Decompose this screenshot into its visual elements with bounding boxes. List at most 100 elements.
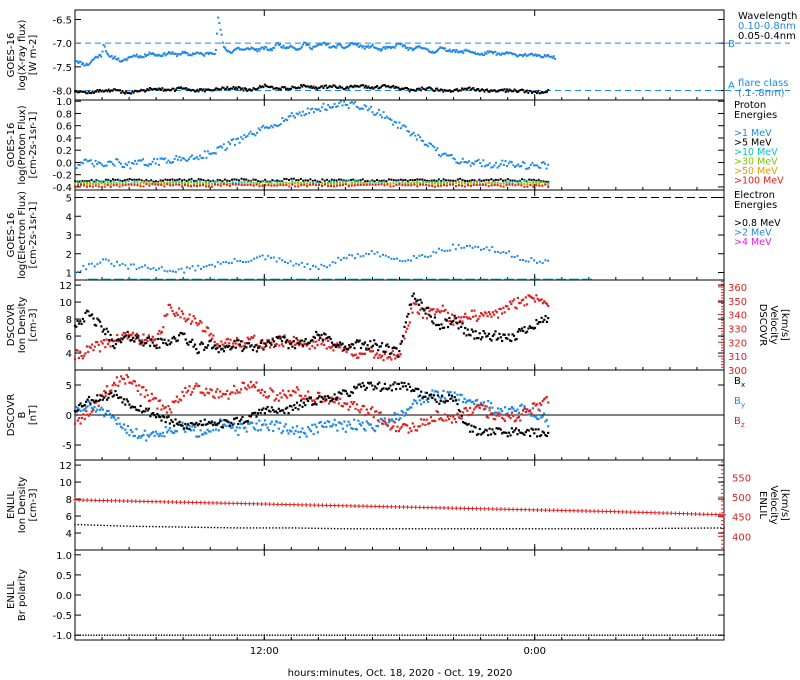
b-z-point [455, 420, 458, 424]
dscovr-velocity-point [391, 349, 394, 352]
xray-short-point [216, 87, 219, 90]
b-y-point [330, 425, 333, 428]
b-x-point [213, 421, 216, 424]
dscovr-velocity-point [512, 298, 516, 301]
xray-long-point [186, 51, 189, 54]
enlil-polarity-point [688, 634, 690, 636]
b-z-point [247, 384, 250, 387]
xray-short-point [401, 87, 404, 90]
proton-5-point [434, 185, 437, 188]
enlil-density-point [460, 528, 462, 530]
dscovr-velocity-point [452, 323, 455, 326]
proton-1-point [447, 179, 450, 182]
b-z-point [311, 399, 314, 402]
xray-short-point [326, 87, 329, 89]
dscovr-velocity-point [427, 313, 430, 316]
b-x-point [516, 433, 519, 436]
proton-1-point [140, 179, 143, 182]
electron-2mev-point [356, 253, 359, 256]
proton-0-point [411, 133, 414, 136]
xray-long-point [289, 44, 292, 47]
xray-long-point [84, 64, 87, 67]
dscovr-density-point [523, 326, 526, 329]
xray-long-point [279, 42, 282, 45]
xray-short-point [533, 90, 536, 93]
b-x-point [482, 430, 486, 434]
dscovr-velocity-point [88, 345, 91, 348]
dscovr-velocity-point [486, 315, 489, 318]
b-z-point [424, 423, 427, 426]
xray-short-point [302, 83, 305, 86]
xray-long-point [345, 45, 348, 48]
dscovr-density-point [204, 346, 207, 349]
dscovr-density-point [124, 335, 127, 338]
xray-long-point [126, 57, 129, 60]
proton-1-point [366, 179, 369, 182]
xray-long-point [285, 46, 288, 49]
xray-long-point [375, 47, 378, 50]
electron-2mev-point [247, 260, 250, 263]
enlil-density-point [674, 527, 677, 530]
b-x-point [304, 404, 307, 407]
xray-short-point [316, 88, 319, 91]
b-z-point [301, 397, 304, 400]
proton-0-point [317, 108, 320, 111]
b-y-point [371, 426, 374, 429]
enlil-polarity-point [377, 634, 379, 636]
b-z-point [522, 409, 525, 412]
dscovr-velocity-point [295, 342, 298, 345]
xray-short-point [267, 86, 270, 88]
proton-0-point [202, 156, 205, 159]
xray-short-point [193, 90, 196, 93]
b-x-point [145, 407, 148, 410]
enlil-density-point [103, 524, 105, 527]
b-z-point [293, 390, 296, 393]
b-x-point [259, 411, 262, 414]
dscovr-velocity-point [504, 304, 508, 308]
proton-3-point [199, 182, 201, 185]
b-x-point [235, 416, 238, 419]
xray-short-point [383, 84, 386, 86]
proton-4-point [91, 183, 94, 185]
xray-long-point [266, 48, 269, 51]
proton-1-point [423, 179, 426, 182]
b-x-point [339, 391, 342, 394]
proton-4-point [437, 183, 440, 186]
b-x-point [205, 423, 208, 426]
dscovr-velocity-point [106, 342, 110, 346]
enlil-density-point [194, 526, 196, 528]
enlil-density-point [93, 524, 96, 526]
b-y-point [348, 423, 352, 426]
xray-long-point [151, 52, 154, 55]
proton-5-point [535, 184, 538, 187]
b-y-point [400, 409, 403, 413]
proton-0-point [309, 108, 312, 111]
dscovr-density-point [171, 337, 174, 340]
xray-short-point [272, 87, 275, 90]
xray-short-point [446, 89, 449, 92]
xray-short-point [310, 85, 312, 88]
enlil-density-point [437, 528, 440, 530]
proton-5-point [466, 184, 469, 187]
enlil-velocity-point [235, 501, 240, 506]
electron-2mev-point [270, 256, 272, 259]
y-axis-label: B [17, 411, 28, 418]
dscovr-density-point [526, 330, 529, 333]
proton-0-point [311, 107, 314, 110]
proton-5-point [243, 184, 246, 186]
enlil-velocity-point [352, 503, 357, 508]
proton-1-point [518, 179, 521, 182]
proton-0-point [184, 159, 187, 162]
electron-2mev-point [205, 265, 208, 268]
b-y-point [355, 428, 359, 431]
proton-3-point [243, 182, 246, 185]
proton-1-point [81, 180, 84, 182]
b-y-point [538, 409, 541, 412]
electron-2mev-point [426, 256, 429, 258]
xray-long-point [107, 53, 110, 56]
dscovr-density-point [506, 337, 509, 340]
proton-0-point [414, 134, 417, 137]
dscovr-velocity-point [240, 345, 243, 348]
proton-0-point [116, 158, 119, 161]
proton-3-point [100, 181, 103, 184]
